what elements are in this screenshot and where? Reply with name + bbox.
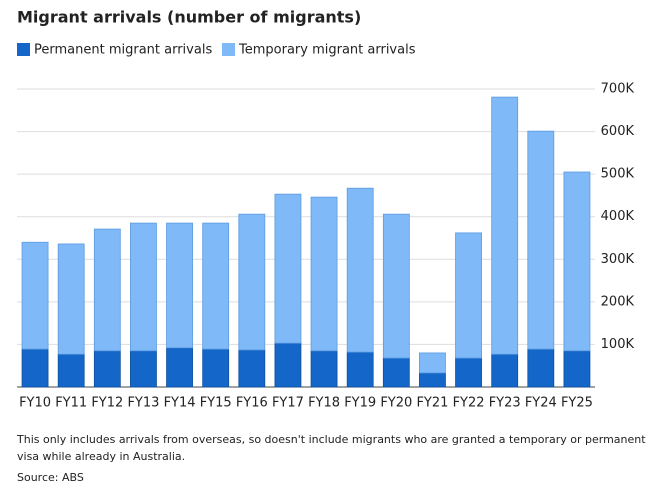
legend-label: Temporary migrant arrivals — [238, 43, 416, 58]
x-tick-label: FY22 — [453, 396, 485, 411]
bar-segment — [310, 350, 338, 388]
y-tick-label: 300K — [601, 252, 635, 267]
x-tick-label: FY20 — [380, 396, 412, 411]
bar-segment — [21, 348, 49, 388]
bar-segment — [346, 351, 374, 388]
x-tick-label: FY19 — [344, 396, 376, 411]
y-tick-label: 700K — [601, 82, 635, 97]
y-tick-label: 600K — [601, 124, 635, 139]
y-tick-label: 500K — [601, 167, 635, 182]
bar-segment — [527, 348, 555, 388]
x-tick-label: FY21 — [416, 396, 448, 411]
bar-segment — [563, 171, 591, 352]
bar-segment — [491, 353, 519, 388]
x-tick-label: FY25 — [561, 396, 593, 411]
bar-segment — [455, 232, 482, 359]
bar-segment — [57, 353, 85, 388]
bar-segment — [21, 241, 49, 350]
bar-segment — [382, 357, 410, 388]
legend-label: Permanent migrant arrivals — [34, 43, 212, 58]
bar-segment — [238, 349, 266, 388]
bar-segment — [419, 372, 446, 388]
x-tick-label: FY17 — [272, 396, 304, 411]
bar-segment — [310, 196, 338, 352]
x-tick-label: FY13 — [127, 396, 159, 411]
bar-segment — [166, 222, 193, 349]
source: Source: ABS — [17, 471, 84, 484]
bar-segment — [491, 96, 519, 355]
footnote: visa while already in Australia. — [17, 450, 185, 463]
bar-segment — [130, 350, 157, 388]
bar-segment — [166, 347, 193, 388]
x-tick-label: FY24 — [525, 396, 557, 411]
bar-segment — [455, 357, 482, 388]
bar-segment — [202, 348, 230, 388]
bar-segment — [238, 213, 266, 351]
bar-segment — [130, 222, 157, 352]
bar-segment — [563, 350, 591, 388]
bar-segment — [93, 228, 121, 352]
legend-swatch — [222, 43, 235, 56]
x-tick-label: FY11 — [55, 396, 87, 411]
y-tick-label: 200K — [601, 294, 635, 309]
bar-segment — [274, 342, 302, 388]
x-tick-label: FY16 — [236, 396, 268, 411]
bar-segment — [93, 350, 121, 388]
x-tick-label: FY14 — [164, 396, 196, 411]
x-tick-label: FY15 — [200, 396, 232, 411]
y-tick-label: 100K — [601, 337, 635, 352]
footnote: This only includes arrivals from oversea… — [16, 433, 646, 446]
bar-segment — [527, 130, 555, 350]
bar-segment — [382, 213, 410, 359]
y-tick-label: 400K — [601, 209, 635, 224]
bar-segment — [346, 187, 374, 353]
bar-segment — [202, 222, 230, 350]
x-tick-label: FY10 — [19, 396, 51, 411]
bar-segment — [57, 243, 85, 355]
bar-segment — [274, 193, 302, 344]
x-tick-label: FY23 — [489, 396, 521, 411]
chart-title: Migrant arrivals (number of migrants) — [17, 8, 361, 27]
legend-swatch — [17, 43, 30, 56]
x-tick-label: FY12 — [91, 396, 123, 411]
bar-segment — [419, 352, 446, 374]
x-tick-label: FY18 — [308, 396, 340, 411]
